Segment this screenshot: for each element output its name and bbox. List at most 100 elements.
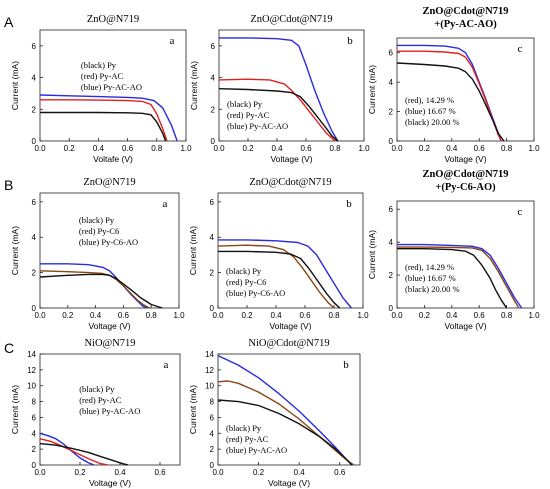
row-label-c: C <box>4 340 14 356</box>
x-tick-label: 0.4 <box>446 144 458 153</box>
x-axis-label: Voltage (V) <box>88 321 130 331</box>
panel-letter: b <box>343 359 349 371</box>
chart-panel-c-b: NiO@Cdot@N719 0.0 0.2 0.4 0.6 0 2 4 6 8 10 12 14 Volt… <box>188 338 361 488</box>
x-tick-label: 0.0 <box>391 311 403 320</box>
x-axis-label: Voltafe (V) <box>93 154 133 164</box>
x-tick-label: 0.8 <box>501 144 513 153</box>
x-tick-label: 0.8 <box>328 311 340 320</box>
x-tick-label: 1.0 <box>358 144 370 153</box>
chart-panel-a-a: ZnO@N719 0.0 0.2 0.4 0.6 0.8 1.0 0 2 4 6 Voltafe (V… <box>10 14 192 164</box>
y-tick-label: 2 <box>389 108 394 117</box>
y-tick-label: 4 <box>389 78 394 87</box>
plot-frame <box>217 353 361 466</box>
panel-letter: a <box>164 359 169 371</box>
x-tick-label: 0.0 <box>212 468 224 477</box>
legend-entry: (red) Py-AC <box>81 71 124 81</box>
x-tick-label: 0.2 <box>62 311 74 320</box>
x-tick-label: 0.2 <box>419 311 431 320</box>
legend-entry: (red) Py-AC <box>227 110 270 120</box>
y-axis-label: Current (mA) <box>10 226 20 275</box>
row-label-a: A <box>4 14 14 30</box>
legend-entry: (black) Py <box>226 266 262 276</box>
plot-frame <box>39 29 187 142</box>
chart-panel-b-a: ZnO@N719 0.0 0.2 0.4 0.6 0.8 1.0 0 2 4 6 Voltage (V… <box>10 177 185 331</box>
row-label-b: B <box>4 177 13 193</box>
y-tick-label: 0 <box>211 137 216 146</box>
x-axis-label: Voltage (V) <box>269 321 311 331</box>
y-tick-label: 2 <box>32 269 37 278</box>
x-tick-label: 0.6 <box>154 468 166 477</box>
chart-title: ZnO@Cdot@N719 <box>250 14 332 25</box>
chart-title: ZnO@Cdot@N719 <box>422 169 508 180</box>
y-tick-label: 0 <box>32 137 37 146</box>
y-tick-label: 4 <box>211 74 216 83</box>
y-tick-label: 0 <box>389 304 394 313</box>
chart-subtitle: +(Py-C6-AO) <box>435 182 496 193</box>
x-tick-label: 0.2 <box>242 144 254 153</box>
legend-entry: (red) Py-C6 <box>79 226 119 236</box>
panel-letter: a <box>170 35 175 47</box>
chart-title: ZnO@N719 <box>87 14 139 25</box>
chart-panel-b-c: ZnO@Cdot@N719 +(Py-C6-AO) 0.0 0.2 0.4 0.6 0.8 1… <box>367 169 540 331</box>
legend-entry: (blue) Py-AC-AO <box>81 82 142 92</box>
y-tick-label: 2 <box>210 269 215 278</box>
x-tick-label: 0.0 <box>391 144 403 153</box>
x-tick-label: 0.6 <box>474 144 486 153</box>
y-axis-label: Current (mA) <box>188 385 198 434</box>
panel-letter: a <box>163 198 168 210</box>
y-tick-label: 6 <box>210 198 215 207</box>
series-line-red <box>39 438 109 466</box>
x-tick-label: 0.2 <box>74 468 86 477</box>
y-tick-label: 6 <box>389 205 394 214</box>
series-line-brown <box>217 244 335 309</box>
series-line-blue <box>218 239 352 309</box>
x-axis-label: Voltage (V) <box>268 478 310 488</box>
series-line-brown <box>217 380 355 466</box>
legend-entry: (blue) Py-AC-AO <box>227 121 288 131</box>
y-axis-label: Current (mA) <box>367 65 377 114</box>
legend-entry: (black) 20.00 % <box>405 117 460 127</box>
series-line-black <box>39 442 129 466</box>
plot-frame <box>39 192 180 309</box>
y-tick-label: 12 <box>205 366 214 375</box>
x-tick-label: 1.0 <box>357 311 369 320</box>
y-tick-label: 6 <box>32 42 37 51</box>
legend-entry: (red) Py-AC <box>226 434 269 444</box>
legend-entry: (blue) Py-AC-AO <box>226 445 287 455</box>
y-axis-label: Current (mA) <box>10 385 20 434</box>
y-tick-label: 14 <box>27 350 36 359</box>
chart-title: ZnO@N719 <box>83 177 135 188</box>
legend-entry: (blue) 16.67 % <box>405 106 456 116</box>
y-tick-label: 6 <box>32 413 37 422</box>
plot-frame <box>218 29 365 142</box>
x-tick-label: 0.0 <box>34 144 46 153</box>
x-axis-label: Voltage (V) <box>270 154 312 164</box>
y-tick-label: 0 <box>32 304 37 313</box>
x-tick-label: 0.6 <box>474 311 486 320</box>
y-tick-label: 0 <box>210 461 215 470</box>
series-line-black <box>396 62 505 142</box>
series-line-blue <box>40 263 148 309</box>
plot-frame <box>39 353 181 466</box>
y-tick-label: 4 <box>210 233 215 242</box>
x-tick-label: 0.0 <box>34 468 46 477</box>
series-line-blue <box>397 243 523 309</box>
y-tick-label: 8 <box>210 398 215 407</box>
x-tick-label: 0.6 <box>118 311 130 320</box>
x-tick-label: 0.8 <box>146 311 158 320</box>
x-tick-label: 0.4 <box>270 311 282 320</box>
y-tick-label: 4 <box>32 233 37 242</box>
x-axis-label: Voltage (V) <box>444 321 486 331</box>
y-tick-label: 2 <box>32 105 37 114</box>
chart-title: ZnO@Cdot@N719 <box>422 6 508 17</box>
y-tick-label: 10 <box>27 382 36 391</box>
chart-panel-c-a: NiO@N719 0.0 0.2 0.4 0.6 0 2 4 6 8 10 12 14 Voltage (… <box>10 338 181 488</box>
x-tick-label: 0.2 <box>419 144 431 153</box>
legend-entry: (black) Py <box>79 215 115 225</box>
series-line-brown <box>39 270 151 309</box>
plot-frame <box>396 37 535 142</box>
x-tick-label: 0.8 <box>151 144 163 153</box>
x-tick-label: 1.0 <box>173 311 185 320</box>
legend-entry: (black) 20.00 % <box>405 284 460 294</box>
